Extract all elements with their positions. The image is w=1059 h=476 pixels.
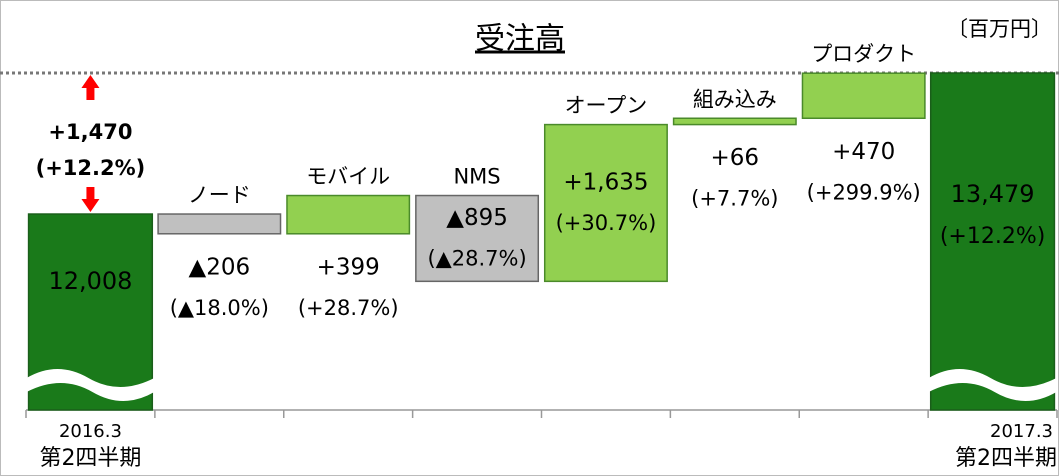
x-tick-sublabel: 第2四半期	[39, 446, 141, 471]
value-label: ▲895	[446, 205, 508, 231]
bar	[286, 194, 411, 235]
bar	[543, 123, 668, 283]
axis-break	[26, 369, 155, 401]
category-label: オープン	[565, 94, 648, 118]
category-label: ノード	[188, 183, 251, 207]
x-tick-sublabel: 第2四半期	[955, 446, 1057, 471]
percent-label: (+28.7%)	[298, 296, 399, 320]
arrow-down	[81, 187, 100, 213]
annotation: (+12.2%)	[36, 156, 146, 180]
bar	[929, 72, 1056, 411]
arrow-up	[81, 75, 100, 101]
value-label: 12,008	[48, 267, 132, 295]
percent-label: (▲18.0%)	[170, 296, 269, 320]
annotation: +1,470	[48, 120, 132, 144]
percent-label: (+299.9%)	[807, 180, 921, 204]
x-tick-label: 2017.3	[990, 421, 1053, 442]
category-label: NMS	[453, 165, 500, 189]
value-label: 13,479	[951, 180, 1035, 208]
bar	[672, 117, 797, 126]
percent-label: (+12.2%)	[940, 224, 1046, 249]
axis-break	[928, 369, 1057, 401]
category-label: プロダクト	[811, 42, 916, 66]
percent-label: (+30.7%)	[556, 211, 657, 235]
bar	[415, 194, 540, 283]
x-tick-label: 2016.3	[59, 421, 122, 442]
value-label: +470	[832, 139, 895, 165]
category-label: モバイル	[306, 165, 390, 189]
percent-label: (▲28.7%)	[427, 246, 526, 270]
chart-title: 受注高	[475, 22, 565, 57]
percent-label: (+7.7%)	[691, 187, 778, 211]
category-label: 組み込み	[693, 87, 777, 111]
bar	[157, 213, 282, 235]
value-label: ▲206	[189, 254, 251, 280]
unit-label: 〔百万円〕	[947, 17, 1052, 41]
value-label: +1,635	[563, 169, 648, 195]
bar	[801, 72, 926, 120]
value-label: +66	[711, 145, 760, 171]
value-label: +399	[317, 254, 380, 280]
